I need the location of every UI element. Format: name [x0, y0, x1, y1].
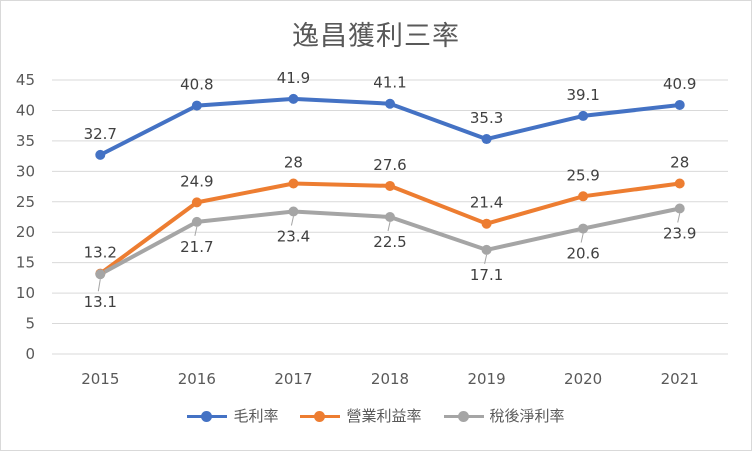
data-label-operating-margin: 27.6	[373, 156, 406, 174]
x-tick-label: 2017	[274, 370, 312, 388]
data-point-net-margin	[674, 203, 685, 214]
data-label-gross-margin: 40.9	[663, 75, 696, 93]
y-tick-label: 10	[16, 284, 35, 302]
label-leader-line	[387, 221, 391, 232]
data-label-operating-margin: 21.4	[470, 194, 503, 212]
legend-item-gross-margin: 毛利率	[187, 405, 278, 426]
y-tick-label: 40	[16, 101, 35, 119]
y-tick-label: 30	[16, 162, 35, 180]
data-label-operating-margin: 24.9	[180, 172, 213, 190]
data-label-gross-margin: 35.3	[470, 109, 503, 127]
data-label-operating-margin: 28	[284, 154, 303, 172]
data-point-net-margin	[481, 244, 492, 255]
data-label-operating-margin: 13.2	[84, 244, 117, 262]
data-point-gross-margin	[288, 93, 299, 104]
x-tick-label: 2020	[564, 370, 602, 388]
data-point-operating-margin	[674, 178, 685, 189]
y-tick-label: 20	[16, 223, 35, 241]
data-point-gross-margin	[191, 100, 202, 111]
label-leader-line	[290, 216, 294, 226]
data-point-net-margin	[578, 223, 589, 234]
legend-swatch-net-margin	[443, 410, 484, 422]
data-point-gross-margin	[95, 149, 106, 160]
label-leader-line	[97, 279, 101, 292]
data-label-gross-margin: 41.1	[373, 74, 406, 92]
legend-item-operating-margin: 營業利益率	[300, 405, 422, 426]
data-label-net-margin: 20.6	[566, 245, 599, 263]
data-point-operating-margin	[385, 180, 395, 191]
x-tick-label: 2019	[467, 370, 505, 388]
data-label-gross-margin: 32.7	[84, 125, 117, 143]
legend-swatch-gross-margin	[187, 410, 228, 422]
data-point-net-margin	[385, 212, 395, 222]
data-point-gross-margin	[578, 110, 589, 121]
legend-label-net-margin: 稅後淨利率	[489, 407, 565, 425]
data-label-gross-margin: 41.9	[277, 69, 310, 87]
legend-swatch-operating-margin	[300, 410, 341, 422]
data-label-net-margin: 17.1	[470, 266, 503, 284]
label-leader-line	[194, 226, 198, 236]
data-point-operating-margin	[191, 197, 202, 208]
data-label-net-margin: 23.9	[663, 224, 696, 242]
legend-label-operating-margin: 營業利益率	[346, 407, 422, 425]
legend: 毛利率 營業利益率 稅後淨利率	[0, 405, 752, 426]
y-tick-label: 25	[16, 193, 35, 211]
y-tick-label: 15	[16, 254, 35, 272]
legend-label-gross-margin: 毛利率	[233, 407, 279, 425]
data-point-operating-margin	[288, 178, 299, 189]
y-tick-label: 0	[25, 345, 35, 363]
x-tick-label: 2015	[81, 370, 119, 388]
data-label-operating-margin: 25.9	[566, 166, 599, 184]
data-label-net-margin: 21.7	[180, 238, 213, 256]
data-point-net-margin	[288, 206, 299, 217]
data-label-net-margin: 22.5	[373, 233, 406, 251]
data-label-net-margin: 13.1	[84, 293, 117, 311]
chart-title: 逸昌獲利三率	[292, 21, 460, 52]
x-tick-label: 2018	[371, 370, 409, 388]
x-tick-label: 2016	[178, 370, 216, 388]
data-point-net-margin	[95, 269, 106, 280]
y-tick-label: 35	[16, 132, 35, 150]
data-label-gross-margin: 40.8	[180, 76, 213, 94]
legend-item-net-margin: 稅後淨利率	[443, 405, 565, 426]
data-label-gross-margin: 39.1	[566, 86, 599, 104]
x-tick-label: 2021	[661, 370, 699, 388]
data-point-gross-margin	[674, 99, 685, 110]
y-tick-label: 5	[25, 315, 35, 333]
data-label-operating-margin: 28	[670, 154, 689, 172]
data-point-gross-margin	[481, 134, 492, 145]
label-leader-line	[677, 213, 681, 223]
data-point-net-margin	[191, 216, 202, 227]
y-tick-label: 45	[16, 71, 35, 89]
label-leader-line	[484, 254, 488, 264]
data-point-gross-margin	[385, 98, 395, 109]
data-point-operating-margin	[578, 191, 589, 202]
data-label-net-margin: 23.4	[277, 228, 310, 246]
label-leader-line	[580, 233, 584, 243]
data-point-operating-margin	[481, 218, 492, 229]
